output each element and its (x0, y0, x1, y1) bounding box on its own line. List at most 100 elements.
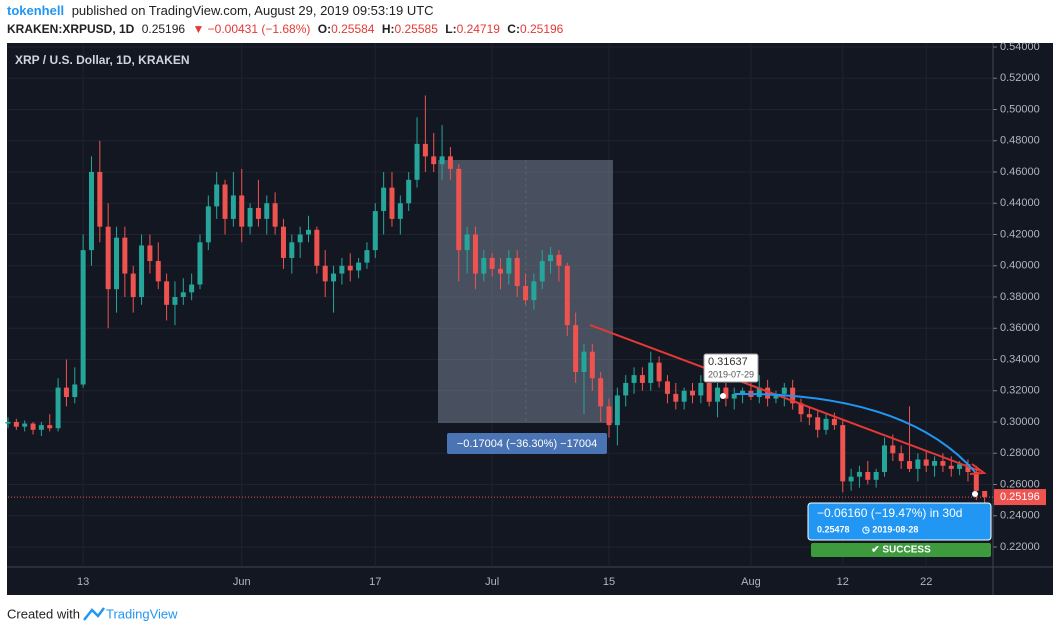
forecast-date: ◷ 2019-08-28 (862, 524, 918, 534)
candle-body (573, 325, 579, 372)
l-label: L: (445, 22, 456, 36)
candle-body (97, 172, 103, 227)
candle-body (506, 257, 512, 274)
callout-price: 0.31637 (708, 356, 748, 368)
y-tick-label: 0.36000 (1000, 322, 1040, 334)
chart-title: XRP / U.S. Dollar, 1D, KRAKEN (15, 53, 190, 67)
open: 0.25584 (331, 22, 375, 36)
candle-body (756, 387, 762, 397)
range-label-box (447, 433, 607, 454)
x-tick-label: 15 (603, 576, 615, 588)
candle-body (856, 472, 862, 477)
candle-body (940, 461, 946, 466)
candle-body (339, 265, 345, 274)
candle-body (331, 273, 337, 282)
candle-body (890, 445, 896, 454)
candles (5, 95, 988, 505)
forecast-price: 0.25478 (817, 524, 850, 534)
candle-body (698, 382, 704, 396)
footer-brand: TradingView (106, 606, 178, 621)
y-tick-label: 0.42000 (1000, 228, 1040, 240)
callout-date: 2019-07-29 (708, 369, 754, 379)
x-tick-label: Jun (233, 576, 251, 588)
candle-body (965, 464, 971, 472)
candle-body (372, 211, 378, 251)
candle-body (614, 395, 620, 426)
candle-body (773, 393, 779, 399)
candle-body (264, 203, 270, 219)
candle-body (139, 245, 145, 297)
candle-body (114, 237, 120, 290)
candle-body (347, 265, 353, 271)
candle-body (656, 362, 662, 382)
y-tick-label: 0.52000 (1000, 72, 1040, 84)
candle-body (564, 265, 570, 326)
c-label: C: (507, 22, 520, 36)
candle-body (381, 187, 387, 212)
y-tick-label: 0.50000 (1000, 103, 1040, 115)
candle-body (180, 292, 186, 297)
candle-body (957, 464, 963, 469)
candle-body (923, 459, 929, 466)
y-tick-label: 0.32000 (1000, 385, 1040, 397)
candle-body (297, 234, 303, 243)
candle-body (247, 207, 253, 227)
candle-body (481, 257, 487, 274)
trend-arrow (969, 463, 987, 475)
candle-body (589, 351, 595, 379)
candle-body (514, 257, 520, 287)
candle-body (230, 195, 236, 219)
candle-body (631, 375, 637, 383)
candle-body (781, 387, 787, 394)
close: 0.25196 (520, 22, 564, 36)
candle-body (164, 281, 170, 305)
y-tick-label: 0.22000 (1000, 541, 1040, 553)
candle-body (155, 261, 161, 282)
last-price-box (994, 489, 1046, 506)
low: 0.24719 (457, 22, 501, 36)
status-box (811, 543, 991, 557)
candle-body (932, 461, 938, 466)
candle-body (740, 390, 746, 394)
candle-body (848, 476, 854, 482)
forecast-curve (734, 392, 976, 473)
candle-body (72, 384, 78, 397)
candle-body (197, 242, 203, 285)
candle-body (147, 245, 153, 262)
y-tick-label: 0.54000 (1000, 41, 1040, 53)
candle-body (881, 445, 887, 472)
h-label: H: (382, 22, 395, 36)
candle-body (664, 381, 670, 394)
candle-body (681, 390, 687, 402)
y-tick-label: 0.28000 (1000, 447, 1040, 459)
candle-body (689, 390, 695, 396)
brand-logo (83, 607, 105, 621)
candle-body (447, 156, 453, 169)
candle-body (539, 261, 545, 282)
candle-body (397, 203, 403, 219)
candle-body (55, 387, 61, 429)
callout-box (703, 353, 759, 383)
candle-body (765, 387, 771, 399)
candle-body (422, 143, 428, 157)
forecast-status: ✔ SUCCESS (871, 545, 931, 556)
candle-body (873, 472, 879, 480)
candle-body (172, 297, 178, 305)
y-tick-label: 0.46000 (1000, 166, 1040, 178)
candle-body (907, 461, 913, 469)
y-tick-label: 0.26000 (1000, 478, 1040, 490)
o-label: O: (318, 22, 331, 36)
candle-body (105, 226, 111, 290)
candle-body (214, 184, 220, 207)
candle-body (30, 423, 36, 430)
candle-body (673, 393, 679, 402)
candle-body (47, 425, 53, 429)
candle-body (498, 268, 503, 274)
candle-body (715, 387, 721, 402)
candle-body (255, 207, 261, 219)
drawings: 0.31637 2019-07-29 −0.17004 (−36.30%) −1… (447, 324, 992, 557)
axes: 0.22000 0.24000 0.26000 0.28000 0.30000 0.320… (8, 41, 1046, 588)
candle-body (840, 425, 846, 482)
candle-body (523, 286, 529, 301)
